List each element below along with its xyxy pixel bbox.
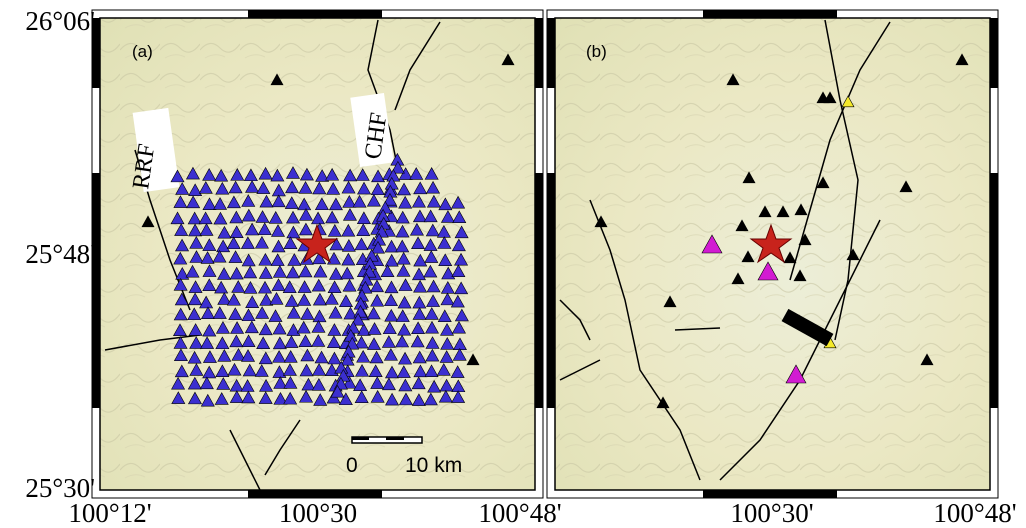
scale-bar-fill — [352, 437, 369, 440]
frame-segment — [990, 18, 998, 88]
scale-bar-fill — [386, 437, 404, 440]
frame-segment — [703, 490, 837, 498]
panel-a: (a) RRF CHF 0 10 km — [100, 18, 535, 490]
frame-segment — [535, 18, 543, 88]
frame-segment — [248, 10, 382, 18]
scale-end: 10 km — [405, 454, 462, 477]
frame-segment — [703, 10, 837, 18]
frame-segment — [547, 173, 555, 408]
scale-start: 0 — [346, 454, 358, 477]
lon-label: 100°30' — [730, 498, 813, 528]
map-figure: (a) RRF CHF 0 10 km (b) — [0, 0, 1026, 528]
page: {"panels": [ {"label": "(a)", "faults": … — [0, 0, 1026, 528]
frame-segment — [535, 173, 543, 408]
frame-segment — [248, 490, 382, 498]
frame-segment — [92, 173, 100, 408]
lat-label: 25°48' — [25, 239, 95, 269]
panel-b: (b) — [555, 18, 990, 490]
lon-label: 100°12' — [68, 498, 151, 528]
lon-label: 100°30 — [279, 498, 357, 528]
lon-label: 100°48' — [478, 498, 561, 528]
panel-label: (b) — [586, 42, 607, 61]
lon-label: 100°48' — [933, 498, 1016, 528]
frame-segment — [990, 173, 998, 408]
panel-label: (a) — [132, 42, 153, 61]
relief — [100, 18, 535, 490]
frame-segment — [547, 18, 555, 88]
lat-label: 26°06' — [25, 6, 95, 36]
